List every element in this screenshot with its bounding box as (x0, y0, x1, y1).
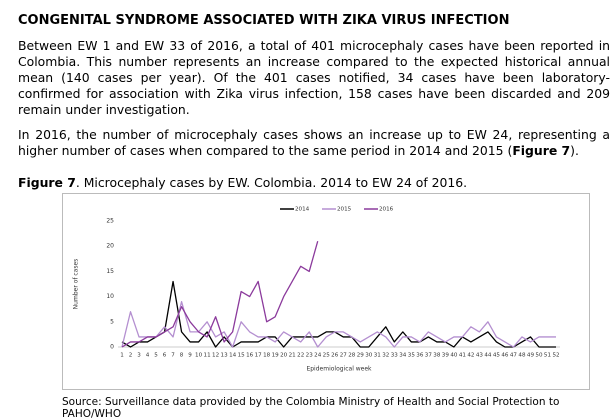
y-axis-label: Number of cases (73, 259, 80, 310)
x-tick-label: 8 (180, 353, 184, 359)
x-tick-label: 14 (229, 353, 237, 359)
line-series (121, 280, 556, 348)
text: In 2016, the number of microcephaly case… (18, 127, 610, 158)
x-tick-label: 45 (493, 353, 501, 359)
legend-label: 2014 (295, 207, 310, 213)
x-tick-label: 27 (340, 353, 348, 359)
x-tick-label: 35 (408, 353, 416, 359)
x-tick-label: 37 (425, 353, 433, 359)
x-tick-label: 38 (433, 353, 441, 359)
figure-caption: Figure 7. Microcephaly cases by EW. Colo… (18, 175, 467, 190)
x-tick-label: 5 (154, 353, 158, 359)
x-tick-label: 2 (129, 353, 133, 359)
x-tick-label: 9 (188, 353, 192, 359)
x-tick-label: 36 (416, 353, 424, 359)
x-tick-label: 23 (306, 353, 314, 359)
y-tick-label: 5 (110, 318, 114, 325)
paragraph: In 2016, the number of microcephaly case… (18, 127, 610, 159)
x-tick-label: 1 (120, 353, 124, 359)
caption: . Microcephaly cases by EW. Colombia. 20… (75, 175, 468, 190)
x-tick-label: 50 (535, 353, 543, 359)
x-tick-label: 42 (467, 353, 474, 359)
x-tick-label: 25 (323, 353, 331, 359)
paragraph: Between EW 1 and EW 33 of 2016, a total … (18, 38, 610, 118)
x-tick-label: 47 (510, 353, 518, 359)
x-tick-label: 7 (171, 353, 175, 359)
x-tick-label: 30 (365, 353, 373, 359)
x-tick-label: 12 (212, 353, 219, 359)
x-tick-label: 34 (399, 353, 407, 359)
source: Source: Surveillance data provided by th… (62, 396, 560, 420)
x-tick-label: 40 (450, 353, 458, 359)
x-axis-label: Epidemiological week (306, 366, 372, 373)
x-tick-label: 3 (137, 353, 141, 359)
x-tick-label: 29 (357, 353, 365, 359)
x-tick-label: 16 (246, 353, 254, 359)
legend-label: 2016 (379, 207, 394, 213)
x-tick-label: 20 (280, 353, 288, 359)
x-tick-label: 51 (544, 353, 552, 359)
x-tick-label: 46 (501, 353, 509, 359)
x-tick-label: 44 (484, 353, 492, 359)
x-tick-label: 19 (272, 353, 280, 359)
x-tick-label: 26 (331, 353, 339, 359)
line-series (121, 240, 319, 348)
x-tick-label: 32 (382, 353, 389, 359)
text: ). (570, 143, 579, 158)
x-tick-label: 13 (221, 353, 229, 359)
y-tick-label: 10 (106, 293, 114, 300)
figure-label: Figure 7 (18, 175, 76, 190)
x-tick-label: 41 (459, 353, 467, 359)
x-tick-label: 10 (195, 353, 203, 359)
x-tick-label: 4 (146, 353, 150, 359)
legend-label: 2015 (337, 207, 352, 213)
x-tick-label: 49 (527, 353, 535, 359)
line-series (121, 300, 556, 348)
x-tick-label: 31 (374, 353, 382, 359)
x-tick-label: 33 (391, 353, 399, 359)
y-tick-label: 15 (106, 268, 114, 275)
y-tick-label: 20 (106, 243, 114, 250)
x-tick-label: 39 (442, 353, 450, 359)
x-tick-label: 15 (238, 353, 246, 359)
title: CONGENITAL SYNDROME ASSOCIATED WITH ZIKA… (18, 13, 510, 28)
x-tick-label: 24 (314, 353, 322, 359)
x-tick-label: 22 (297, 353, 304, 359)
y-tick-label: 0 (110, 344, 114, 351)
y-tick-label: 25 (106, 218, 114, 225)
x-tick-label: 43 (476, 353, 484, 359)
x-tick-label: 52 (552, 353, 559, 359)
x-tick-label: 28 (348, 353, 356, 359)
text: Between EW 1 and EW 33 of 2016, a total … (18, 38, 610, 117)
x-tick-label: 17 (255, 353, 263, 359)
figure-ref: Figure 7 (512, 143, 571, 158)
x-tick-label: 21 (289, 353, 297, 359)
x-tick-label: 6 (163, 353, 167, 359)
x-tick-label: 11 (204, 353, 212, 359)
x-tick-label: 48 (518, 353, 526, 359)
x-tick-label: 18 (263, 353, 271, 359)
chart-frame (62, 193, 590, 390)
